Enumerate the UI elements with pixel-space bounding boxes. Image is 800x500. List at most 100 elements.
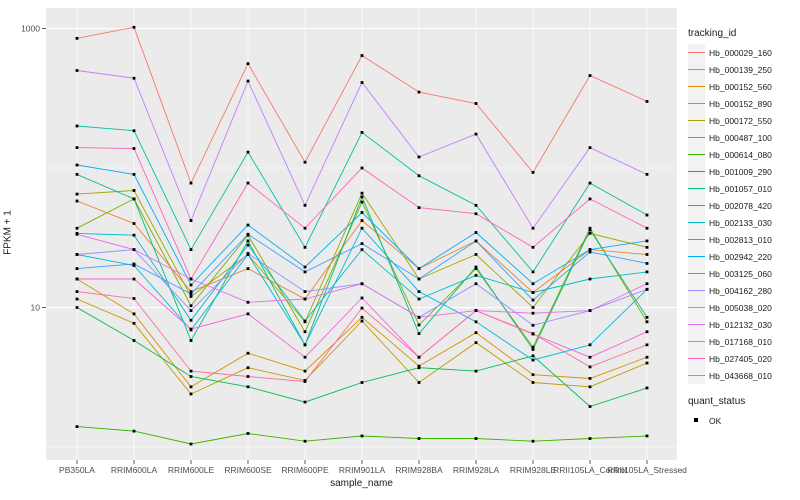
data-point (132, 321, 136, 325)
data-point (417, 332, 421, 335)
x-tick-label: RRIM600PE (281, 465, 329, 475)
data-point (645, 386, 649, 390)
data-point (132, 262, 136, 266)
data-point (645, 253, 649, 256)
data-point (132, 429, 136, 433)
legend-items: Hb_000029_160 Hb_000139_250 Hb_000152_560 H… (688, 44, 798, 384)
data-point (417, 206, 421, 210)
legend-line-icon (688, 375, 705, 376)
data-point (360, 434, 364, 438)
data-point (588, 405, 592, 408)
legend-key-swatch (688, 316, 705, 333)
data-point (531, 381, 535, 384)
data-point (189, 339, 193, 342)
quant-ok-label: OK (709, 415, 722, 426)
data-point (531, 348, 535, 351)
data-point (360, 381, 364, 384)
legend-line-icon (688, 358, 705, 359)
data-point (645, 213, 649, 217)
legend-key-swatch (688, 299, 705, 316)
data-point (531, 354, 535, 358)
legend-key-swatch (688, 61, 705, 78)
legend-label: Hb_000172_550 (709, 115, 772, 126)
data-point (417, 355, 421, 359)
data-point (645, 239, 649, 243)
data-point (189, 318, 193, 322)
legend-entry-Hb_000172_550: Hb_000172_550 (688, 112, 798, 129)
data-point (531, 245, 535, 249)
data-point (132, 172, 136, 176)
data-point (246, 223, 250, 227)
data-point (246, 267, 250, 271)
y-axis-title: FPKM + 1 (2, 210, 14, 255)
data-point (417, 174, 421, 178)
quant-ok-square-icon (688, 412, 705, 429)
data-point (303, 290, 307, 294)
data-point (132, 25, 136, 29)
x-tick-label: RRIM600SE (224, 465, 272, 475)
data-point (588, 181, 592, 185)
data-point (132, 129, 136, 133)
data-point (645, 361, 649, 365)
legend-line-icon (688, 86, 705, 87)
legend-label: Hb_000487_100 (709, 132, 772, 143)
legend-key-swatch (688, 333, 705, 350)
data-point (645, 245, 649, 249)
legend-label: Hb_000152_890 (709, 98, 772, 109)
data-point (132, 312, 136, 316)
legend-label: Hb_027405_020 (709, 353, 772, 364)
data-point (588, 343, 592, 347)
legend-key-swatch (688, 180, 705, 197)
data-point (132, 339, 136, 342)
data-point (645, 282, 649, 286)
data-point (360, 296, 364, 300)
legend-line-icon (688, 222, 705, 223)
data-point (531, 226, 535, 230)
legend-line-icon (688, 171, 705, 172)
legend-entry-Hb_000152_890: Hb_000152_890 (688, 95, 798, 112)
data-point (75, 69, 79, 72)
data-point (360, 166, 364, 170)
legend-key-swatch (688, 248, 705, 265)
data-point (75, 199, 79, 203)
data-point (417, 90, 421, 94)
legend-entry-Hb_003125_060: Hb_003125_060 (688, 265, 798, 282)
data-point (189, 181, 193, 185)
x-tick-label: RRIM928LE (510, 465, 557, 475)
data-point (75, 163, 79, 167)
data-point (645, 320, 649, 324)
data-point (474, 132, 478, 136)
data-point (417, 267, 421, 271)
data-point (303, 245, 307, 249)
data-point (246, 181, 250, 185)
legend-title-quant-status: quant_status (688, 396, 746, 407)
legend-entry-Hb_043668_010: Hb_043668_010 (688, 367, 798, 384)
legend-entry-Hb_002813_010: Hb_002813_010 (688, 231, 798, 248)
legend-entry-Hb_012132_030: Hb_012132_030 (688, 316, 798, 333)
data-point (360, 81, 364, 84)
legend-entry-Hb_002942_220: Hb_002942_220 (688, 248, 798, 265)
legend-key-swatch (688, 282, 705, 299)
legend-key-swatch (688, 44, 705, 61)
legend-entry-Hb_001009_290: Hb_001009_290 (688, 163, 798, 180)
data-point (75, 146, 79, 150)
data-point (75, 192, 79, 196)
data-point (189, 219, 193, 222)
legend-entry-Hb_000487_100: Hb_000487_100 (688, 129, 798, 146)
data-point (474, 320, 478, 324)
data-point (246, 79, 250, 83)
data-point (360, 248, 364, 252)
data-point (417, 277, 421, 281)
data-point (75, 290, 79, 294)
legend-entry-Hb_000152_560: Hb_000152_560 (688, 78, 798, 95)
data-point (303, 265, 307, 269)
legend-entry-Hb_000139_250: Hb_000139_250 (688, 61, 798, 78)
legend-line-icon (688, 205, 705, 206)
legend-key-swatch (688, 350, 705, 367)
data-point (474, 267, 478, 271)
legend-entry-Hb_017168_010: Hb_017168_010 (688, 333, 798, 350)
data-point (303, 226, 307, 230)
data-point (189, 309, 193, 313)
legend-label: Hb_000139_250 (709, 64, 772, 75)
